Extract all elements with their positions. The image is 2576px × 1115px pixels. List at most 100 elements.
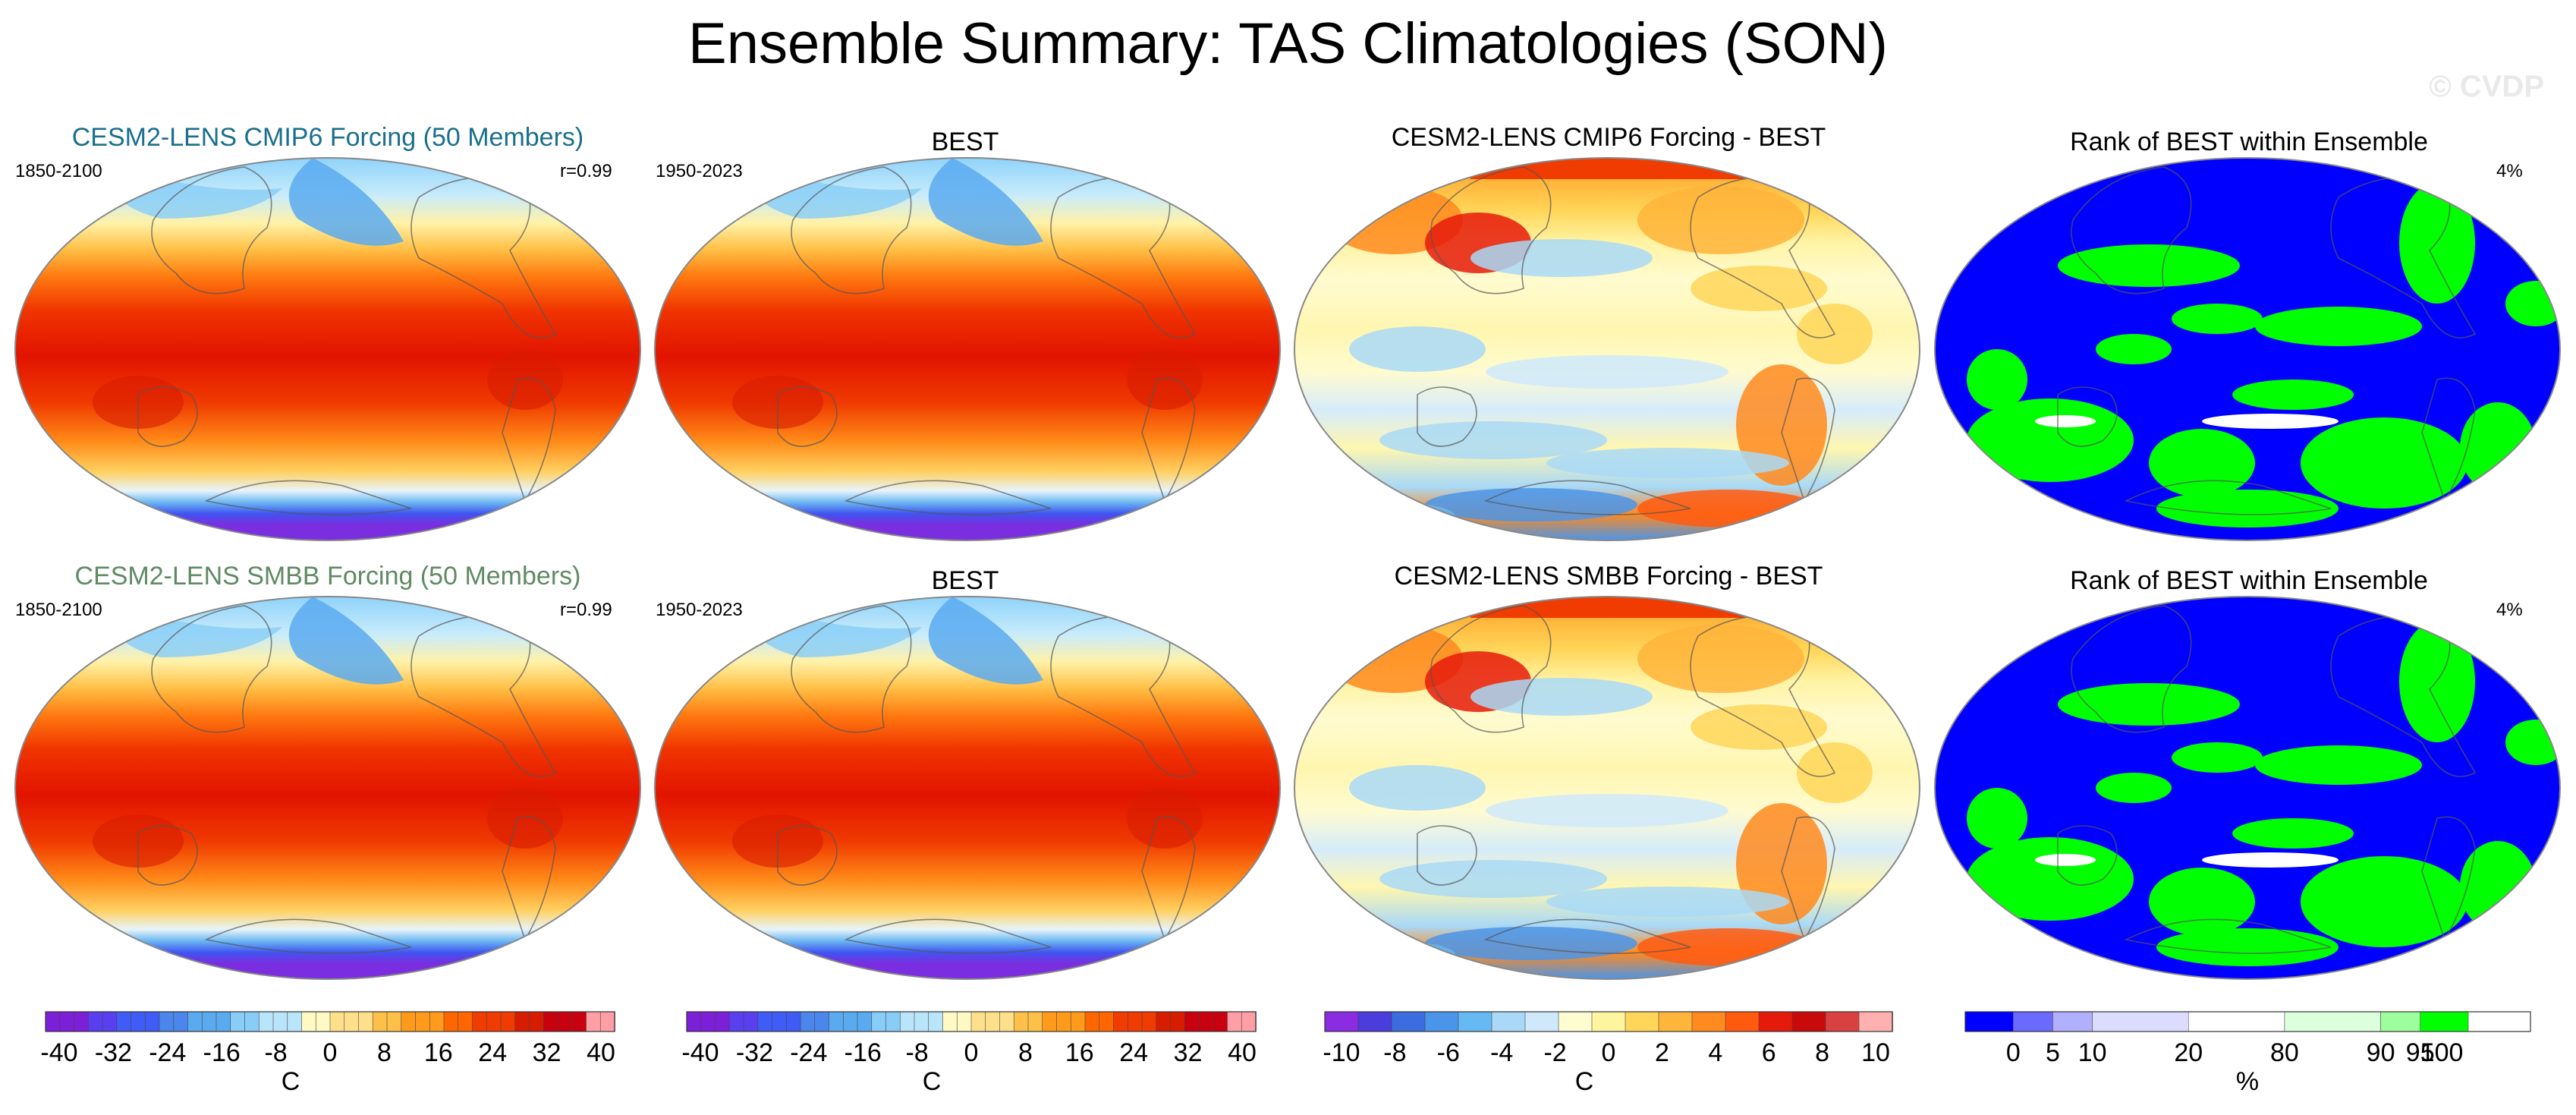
map-diff-row1 <box>1293 157 1921 541</box>
colorbar-difference-tick-label: 4 <box>1708 1038 1722 1067</box>
colorbar-climatology-obs-swatch <box>985 1011 1001 1032</box>
colorbar-climatology-model-tick-label: 32 <box>533 1038 561 1067</box>
colorbar-difference-swatch <box>1825 1011 1860 1032</box>
colorbar-difference-swatch <box>1691 1011 1726 1032</box>
colorbar-climatology-model-swatch <box>599 1011 615 1032</box>
colorbar-climatology-model-swatch <box>344 1011 360 1032</box>
colorbar-climatology-model-swatch <box>315 1011 331 1032</box>
colorbar-climatology-model-tick-label: -32 <box>95 1038 132 1067</box>
colorbar-climatology-obs-unit: C <box>923 1067 942 1096</box>
pattern-correlation-row1: r=0.99 <box>560 161 612 181</box>
colorbar-climatology-obs-swatch <box>1084 1011 1100 1032</box>
colorbar-difference-tick-label: 2 <box>1655 1038 1669 1067</box>
colorbar-rank-swatch <box>2420 1011 2469 1032</box>
colorbar-climatology-model-swatch <box>131 1011 146 1032</box>
colorbar-climatology-obs-swatch <box>700 1011 716 1032</box>
colorbar-climatology-obs-swatch <box>1156 1011 1172 1032</box>
model-period-row1: 1850-2100 <box>15 161 102 181</box>
colorbar-rank-tick-label: 20 <box>2174 1038 2203 1067</box>
colorbar-climatology-model-swatch <box>102 1011 118 1032</box>
colorbar-difference-swatch <box>1558 1011 1593 1032</box>
obs-panel-title-row1: BEST <box>931 128 999 156</box>
colorbar-difference-swatch <box>1591 1011 1626 1032</box>
model-period-row2: 1850-2100 <box>15 600 102 620</box>
colorbar-climatology-model-swatch <box>173 1011 189 1032</box>
map-rank-row1 <box>1933 157 2562 541</box>
pattern-correlation-row2: r=0.99 <box>560 600 612 620</box>
colorbar-difference-swatch <box>1658 1011 1693 1032</box>
colorbar-climatology-model-tick-label: -8 <box>264 1038 287 1067</box>
obs-panel-title-row2: BEST <box>931 566 999 595</box>
map-obs-row2 <box>653 596 1282 980</box>
colorbar-difference-swatch <box>1491 1011 1526 1032</box>
colorbar-climatology-model-swatch <box>571 1011 587 1032</box>
map-obs-row1 <box>653 157 1282 541</box>
colorbar-difference-tick-label: -10 <box>1323 1038 1360 1067</box>
colorbar-climatology-model-swatch <box>230 1011 246 1032</box>
colorbar-difference-tick-label: 6 <box>1762 1038 1776 1067</box>
colorbar-climatology-model-swatch <box>372 1011 388 1032</box>
rank-panel-title-row1: Rank of BEST within Ensemble <box>2070 128 2428 156</box>
colorbar-climatology-obs-tick-label: -8 <box>905 1038 928 1067</box>
colorbar-climatology-obs-swatch <box>1184 1011 1200 1032</box>
colorbar-difference-swatch <box>1424 1011 1459 1032</box>
colorbar-climatology-obs-swatch <box>1227 1011 1243 1032</box>
colorbar-climatology-model-swatch <box>201 1011 217 1032</box>
colorbar-climatology-obs-swatch <box>1070 1011 1086 1032</box>
colorbar-rank-swatch <box>1964 1011 2014 1032</box>
colorbar-climatology-obs-swatch <box>785 1011 801 1032</box>
colorbar-climatology-model-swatch <box>301 1011 317 1032</box>
colorbar-climatology-model-swatch <box>87 1011 103 1032</box>
colorbar-climatology-model-swatch <box>329 1011 345 1032</box>
rank-percent-row2: 4% <box>2496 600 2523 620</box>
colorbar-climatology-obs-swatch <box>1013 1011 1029 1032</box>
colorbar-climatology-obs-swatch <box>999 1011 1015 1032</box>
colorbar-climatology-model: -40 -32 -24 -16 -8 0 8 16 24 32 40 C <box>40 1011 615 1096</box>
colorbar-climatology-model-swatch <box>415 1011 431 1032</box>
colorbar-rank-tick-label: 5 <box>2046 1038 2060 1067</box>
colorbar-climatology-obs-tick-label: -24 <box>790 1038 827 1067</box>
colorbar-climatology-obs-swatch <box>757 1011 773 1032</box>
colorbar-rank-unit: % <box>2236 1067 2259 1096</box>
colorbar-climatology-model-unit: C <box>282 1067 300 1096</box>
colorbar-climatology-model-tick-label: 40 <box>587 1038 615 1067</box>
colorbar-climatology-obs-swatch <box>800 1011 816 1032</box>
colorbar-climatology-model-tick-label: 0 <box>323 1038 338 1067</box>
colorbar-rank-tick-label: 10 <box>2078 1038 2107 1067</box>
colorbar-climatology-obs-swatch <box>857 1011 873 1032</box>
colorbar-climatology-model-tick-label: -24 <box>149 1038 186 1067</box>
colorbar-climatology-model-tick-label: 8 <box>377 1038 392 1067</box>
colorbar-rank-tick-label: 80 <box>2270 1038 2299 1067</box>
colorbar-climatology-obs-swatch <box>942 1011 958 1032</box>
colorbar-climatology-obs-swatch <box>970 1011 986 1032</box>
colorbar-difference-tick-label: -4 <box>1490 1038 1513 1067</box>
colorbar-climatology-obs-tick-label: 16 <box>1065 1038 1094 1067</box>
colorbar-difference-swatch <box>1458 1011 1492 1032</box>
obs-period-row2: 1950-2023 <box>656 600 743 620</box>
colorbar-climatology-obs-tick-label: 32 <box>1174 1038 1203 1067</box>
colorbar-climatology-obs-swatch <box>1056 1011 1072 1032</box>
figure-title: Ensemble Summary: TAS Climatologies (SON… <box>688 11 1888 76</box>
cvdp-watermark: © CVDP <box>2429 70 2544 103</box>
colorbar-climatology-model-swatch <box>272 1011 288 1032</box>
model-panel-title-row1: CESM2-LENS CMIP6 Forcing (50 Members) <box>71 123 584 152</box>
colorbar-climatology-model-tick-label: 24 <box>478 1038 507 1067</box>
colorbar-climatology-model-swatch <box>472 1011 488 1032</box>
colorbar-climatology-model-swatch <box>443 1011 459 1032</box>
colorbar-difference-swatch <box>1858 1011 1893 1032</box>
colorbar-climatology-obs-swatch <box>1042 1011 1058 1032</box>
colorbar-climatology-obs-swatch <box>1127 1011 1143 1032</box>
colorbar-climatology-obs-swatch <box>686 1011 702 1032</box>
colorbar-rank-swatch <box>2013 1011 2053 1032</box>
colorbar-climatology-obs-swatch <box>1141 1011 1157 1032</box>
colorbar-rank-swatch <box>2380 1011 2421 1032</box>
colorbar-difference-swatch <box>1524 1011 1559 1032</box>
colorbar-climatology-obs-swatch <box>899 1011 915 1032</box>
map-rank-row2 <box>1933 596 2562 980</box>
colorbar-difference-swatch <box>1791 1011 1826 1032</box>
colorbar-climatology-model-swatch <box>187 1011 203 1032</box>
colorbar-difference-tick-label: -8 <box>1383 1038 1406 1067</box>
colorbar-climatology-obs-swatch <box>715 1011 731 1032</box>
colorbar-climatology-obs-tick-label: 40 <box>1228 1038 1257 1067</box>
